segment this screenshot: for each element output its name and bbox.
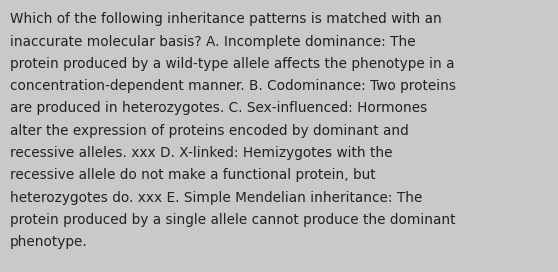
Text: Which of the following inheritance patterns is matched with an: Which of the following inheritance patte… [10,12,442,26]
Text: heterozygotes do. xxx E. Simple Mendelian inheritance: The: heterozygotes do. xxx E. Simple Mendelia… [10,191,422,205]
Text: phenotype.: phenotype. [10,235,88,249]
Text: recessive alleles. xxx D. X-linked: Hemizygotes with the: recessive alleles. xxx D. X-linked: Hemi… [10,146,392,160]
Text: protein produced by a wild-type allele affects the phenotype in a: protein produced by a wild-type allele a… [10,57,455,71]
Text: are produced in heterozygotes. C. Sex-influenced: Hormones: are produced in heterozygotes. C. Sex-in… [10,101,427,115]
Text: protein produced by a single allele cannot produce the dominant: protein produced by a single allele cann… [10,213,455,227]
Text: alter the expression of proteins encoded by dominant and: alter the expression of proteins encoded… [10,124,409,138]
Text: inaccurate molecular basis? A. Incomplete dominance: The: inaccurate molecular basis? A. Incomplet… [10,35,416,48]
Text: concentration-dependent manner. B. Codominance: Two proteins: concentration-dependent manner. B. Codom… [10,79,456,93]
Text: recessive allele do not make a functional protein, but: recessive allele do not make a functiona… [10,168,376,182]
